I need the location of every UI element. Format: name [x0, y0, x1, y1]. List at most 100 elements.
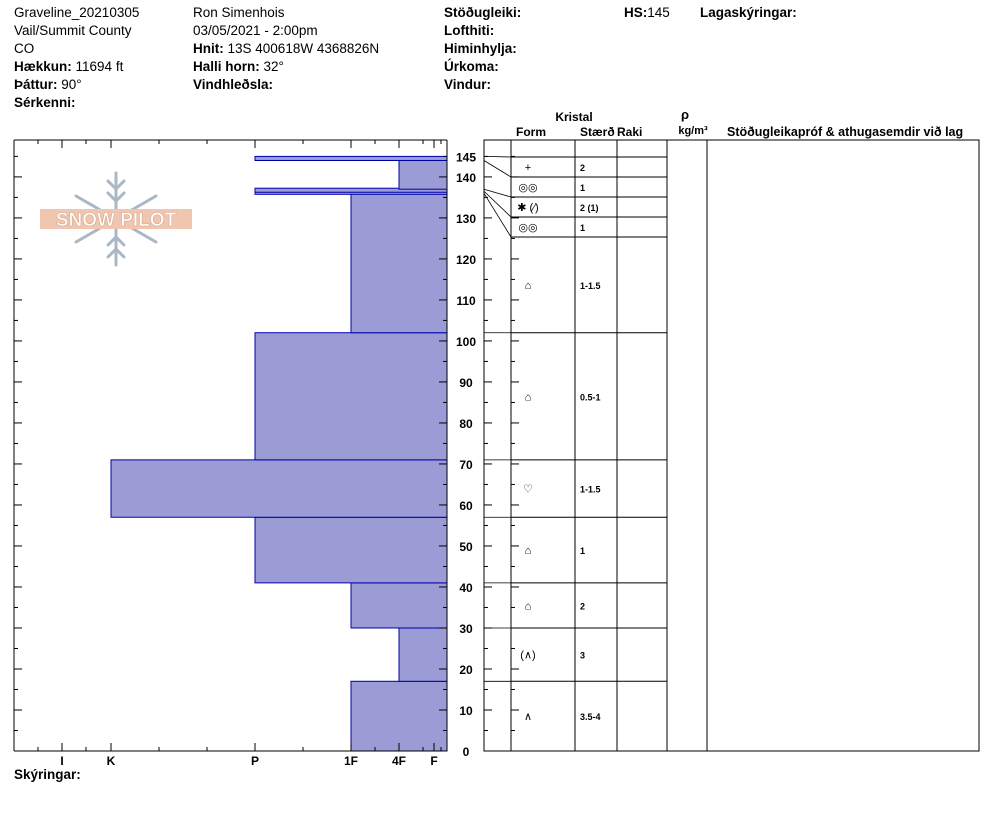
row-form-symbol: ✱ (⁄)	[517, 202, 538, 214]
air-temp-label: Lofthiti:	[444, 23, 495, 38]
row-form-symbol: ∧	[524, 711, 532, 723]
rho-header: ρ	[681, 107, 689, 122]
stability: Stöðugleiki:	[444, 4, 521, 22]
row-connector	[483, 190, 512, 218]
row-size: 3.5-4	[580, 712, 601, 722]
table-frame	[483, 139, 980, 752]
y-tick-label: 90	[459, 376, 473, 390]
y-tick-label: 145	[456, 150, 476, 164]
slope: Halli horn: 32°	[193, 58, 284, 76]
elevation: Hækkun: 11694 ft	[14, 58, 123, 76]
datetime: 03/05/2021 - 2:00pm	[193, 23, 318, 38]
row-size: 1-1.5	[580, 485, 601, 495]
y-tick-label: 80	[459, 417, 473, 431]
row-form-symbol: ◎◎	[518, 182, 537, 194]
y-tick-label: 130	[456, 212, 476, 226]
logo-banner	[40, 209, 192, 229]
hardness-bar	[398, 627, 448, 682]
hardness-bar	[110, 459, 448, 518]
notes-label: Skýringar:	[14, 767, 81, 782]
coordinates: Hnit: 13S 400618W 4368826N	[193, 40, 379, 58]
hardness-bar	[254, 332, 448, 461]
row-size: 0.5-1	[580, 392, 601, 402]
density-unit-header: kg/m³	[678, 125, 708, 137]
table-rows: +2 ◎◎ 1 ✱ (⁄) 2 (1) ◎◎ 1 ⌂ 1-1.5 ⌂ 0.5-1 ♡ 1-1.5 ⌂ 1 ⌂ 2…	[483, 155, 667, 752]
y-tick-label: 20	[459, 663, 473, 677]
logo-text: SNOW PILOT	[56, 210, 177, 231]
y-tick-label: 140	[456, 171, 476, 185]
precipitation: Úrkoma:	[444, 58, 499, 76]
hs-label: HS:	[624, 5, 648, 20]
row-connector	[483, 193, 512, 238]
slope-value: 32°	[263, 59, 284, 74]
row-size: 2	[580, 163, 585, 173]
x-ticks: I K P 1F 4F F	[37, 140, 442, 768]
elevation-value: 11694 ft	[75, 59, 124, 74]
aspect: Þáttur: 90°	[14, 76, 82, 94]
hardness-bar	[350, 582, 448, 629]
y-tick-label: 40	[459, 581, 473, 595]
aspect-label: Þáttur:	[14, 77, 58, 92]
y-tick-label: 30	[459, 622, 473, 636]
snowflake-icon	[74, 171, 158, 267]
row-form-symbol: ⌂	[525, 600, 532, 612]
y-tick-label: 50	[459, 540, 473, 554]
row-form-symbol: ⌂	[525, 545, 532, 557]
y-tick-label: 110	[456, 294, 476, 308]
row-connector	[483, 188, 512, 198]
snow-height: HS:145	[624, 4, 670, 22]
x-tick-label: P	[251, 754, 259, 768]
y-tick-label: 60	[459, 499, 473, 513]
row-form-symbol: ⌂	[525, 280, 532, 292]
x-tick-label: 4F	[392, 754, 406, 768]
row-connector	[483, 160, 512, 178]
site-name: Graveline_20210305	[14, 5, 140, 20]
sky-cover: Himinhylja:	[444, 40, 517, 58]
y-ticks: 0 10 20 30 40 50 60 70 80 90 100 110 120 130 140 145	[14, 150, 476, 759]
coords-label: Hnit:	[193, 41, 224, 56]
x-tick-label: I	[60, 754, 63, 768]
x-tick-label: 1F	[344, 754, 358, 768]
y-tick-label: 10	[459, 704, 473, 718]
row-form-symbol: (∧)	[520, 650, 535, 662]
wind-loading-label: Vindhleðsla:	[193, 77, 274, 92]
row-size: 2	[580, 601, 585, 611]
air-temp: Lofthiti:	[444, 22, 494, 40]
row-size: 3	[580, 651, 585, 661]
row-size: 1-1.5	[580, 281, 601, 291]
y-tick-label: 120	[456, 253, 476, 267]
hardness-bar	[350, 192, 448, 334]
slope-label: Halli horn:	[193, 59, 260, 74]
wind-label: Vindur:	[444, 77, 491, 92]
notes: Skýringar:	[14, 766, 81, 784]
observer: Ron Simenhois	[193, 5, 285, 20]
hs-value: 145	[647, 5, 670, 20]
layer-notes-label: Lagaskýringar:	[700, 5, 797, 20]
comments-header: Stöðugleikapróf & athugasemdir við lag	[727, 125, 963, 139]
x-tick-label: K	[107, 754, 116, 768]
row-form-symbol: ◎◎	[518, 222, 537, 234]
layer-notes: Lagaskýringar:	[700, 4, 797, 22]
specifics-label: Sérkenni:	[14, 95, 76, 110]
row-form-symbol: ⌂	[525, 391, 532, 403]
layer-table: Kristal Form Stærð Raki ρ kg/m³ Stöðugle…	[483, 107, 980, 752]
row-form-symbol: ♡	[523, 484, 533, 496]
location: Vail/Summit County	[14, 23, 132, 38]
row-size: 1	[580, 183, 585, 193]
kristal-header: Kristal	[555, 110, 592, 124]
coords-value: 13S 400618W 4368826N	[227, 41, 380, 56]
hardness-bar	[398, 160, 448, 190]
y-tick-label: 0	[463, 745, 470, 759]
hardness-bars	[110, 155, 448, 752]
state: CO	[14, 41, 35, 56]
hardness-bar	[350, 680, 448, 752]
specifics: Sérkenni:	[14, 94, 76, 112]
row-connector	[483, 156, 512, 158]
size-header: Stærð	[580, 125, 615, 139]
row-size: 1	[580, 546, 585, 556]
wind-loading: Vindhleðsla:	[193, 76, 273, 94]
sky-label: Himinhylja:	[444, 41, 517, 56]
hardness-bar	[254, 155, 448, 162]
stability-label: Stöðugleiki:	[444, 5, 522, 20]
